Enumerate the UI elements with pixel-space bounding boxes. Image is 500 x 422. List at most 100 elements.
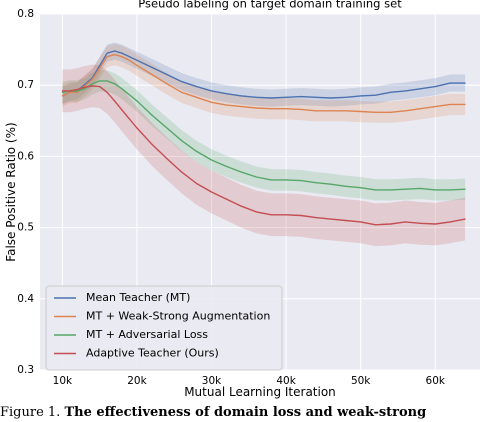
point-mt-weak-strong-augmentation <box>76 91 78 93</box>
line-chart: Pseudo labeling on target domain trainin… <box>4 0 480 399</box>
x-tick-labels: 10k 20k 30k 40k 50k 60k <box>53 375 446 387</box>
x-tick-label: 50k <box>351 375 371 387</box>
point-mt-weak-strong-augmentation <box>419 108 421 110</box>
point-mean-teacher-mt <box>240 95 242 97</box>
point-adaptive-teacher-ours <box>240 205 242 207</box>
point-mt-adversarial-loss <box>113 83 116 85</box>
point-mt-adversarial-loss <box>121 88 123 90</box>
point-mt-weak-strong-augmentation <box>240 105 242 108</box>
point-mean-teacher-mt <box>464 82 466 84</box>
y-tick-label: 0.6 <box>17 150 34 162</box>
point-mt-weak-strong-augmentation <box>91 78 93 81</box>
point-mt-weak-strong-augmentation <box>449 103 451 106</box>
point-adaptive-teacher-ours <box>210 191 213 193</box>
point-mt-weak-strong-augmentation <box>315 110 317 112</box>
point-adaptive-teacher-ours <box>374 224 377 226</box>
legend-label: Adaptive Teacher (Ours) <box>86 347 219 360</box>
point-mt-adversarial-loss <box>76 90 78 92</box>
point-adaptive-teacher-ours <box>270 214 272 216</box>
point-adaptive-teacher-ours <box>449 221 451 223</box>
point-adaptive-teacher-ours <box>300 214 302 217</box>
point-mt-adversarial-loss <box>99 80 101 82</box>
point-adaptive-teacher-ours <box>345 219 347 222</box>
point-mean-teacher-mt <box>345 96 347 98</box>
point-mean-teacher-mt <box>330 97 332 99</box>
point-adaptive-teacher-ours <box>464 218 466 220</box>
line-adaptive-teacher-ours <box>62 85 466 226</box>
point-mt-weak-strong-augmentation <box>330 110 332 112</box>
point-mt-adversarial-loss <box>84 88 86 90</box>
point-mt-weak-strong-augmentation <box>121 56 123 58</box>
point-adaptive-teacher-ours <box>76 88 78 91</box>
point-adaptive-teacher-ours <box>151 143 153 145</box>
point-adaptive-teacher-ours <box>389 223 392 225</box>
legend-label: MT + Weak-Strong Augmentation <box>86 310 270 323</box>
point-mt-weak-strong-augmentation <box>106 56 108 58</box>
point-mt-adversarial-loss <box>106 80 108 82</box>
point-mean-teacher-mt <box>113 50 116 52</box>
confidence-bands <box>62 42 466 247</box>
point-mean-teacher-mt <box>225 93 228 95</box>
point-adaptive-teacher-ours <box>434 223 436 225</box>
band-mt-weak-strong-augmentation <box>62 43 466 123</box>
point-mt-weak-strong-augmentation <box>136 64 138 66</box>
x-tick-label: 40k <box>276 375 296 387</box>
point-adaptive-teacher-ours <box>315 217 317 219</box>
point-adaptive-teacher-ours <box>404 221 407 223</box>
point-mt-adversarial-loss <box>225 165 228 167</box>
point-mean-teacher-mt <box>300 95 302 98</box>
point-mt-adversarial-loss <box>255 176 257 178</box>
point-mt-weak-strong-augmentation <box>374 111 377 113</box>
y-tick-label: 0.5 <box>17 222 34 234</box>
point-mt-adversarial-loss <box>240 171 242 173</box>
x-tick-label: 30k <box>202 375 222 387</box>
point-mt-weak-strong-augmentation <box>345 110 347 112</box>
band-mean-teacher-mt <box>62 42 466 107</box>
point-adaptive-teacher-ours <box>121 109 123 111</box>
point-mt-weak-strong-augmentation <box>434 105 436 108</box>
point-mt-weak-strong-augmentation <box>61 95 63 97</box>
point-mt-weak-strong-augmentation <box>196 96 198 98</box>
band-mt-adversarial-loss <box>62 70 466 201</box>
point-mean-teacher-mt <box>166 73 168 76</box>
x-tick-label: 60k <box>426 375 446 387</box>
point-mt-weak-strong-augmentation <box>464 103 466 106</box>
point-mt-adversarial-loss <box>136 100 138 102</box>
point-adaptive-teacher-ours <box>419 222 421 224</box>
point-mean-teacher-mt <box>210 90 213 92</box>
band-adaptive-teacher-ours <box>62 64 466 247</box>
point-mt-adversarial-loss <box>61 91 63 93</box>
y-axis-label: False Positive Ratio (%) <box>4 122 18 261</box>
point-adaptive-teacher-ours <box>91 85 93 87</box>
caption-bold-text: The effectiveness of domain loss and wea… <box>64 405 427 420</box>
point-mt-weak-strong-augmentation <box>69 91 71 93</box>
point-mean-teacher-mt <box>136 59 138 61</box>
y-tick-label: 0.4 <box>17 293 34 305</box>
x-tick-label: 20k <box>127 375 147 387</box>
point-mean-teacher-mt <box>449 82 451 84</box>
point-adaptive-teacher-ours <box>84 86 86 88</box>
point-mt-adversarial-loss <box>151 114 153 116</box>
point-mt-adversarial-loss <box>389 189 392 191</box>
point-mean-teacher-mt <box>434 86 436 88</box>
point-mt-weak-strong-augmentation <box>225 104 228 106</box>
point-mt-adversarial-loss <box>404 188 407 190</box>
x-axis-label: Mutual Learning Iteration <box>184 385 336 399</box>
point-adaptive-teacher-ours <box>285 214 287 216</box>
legend: Mean Teacher (MT) MT + Weak-Strong Augmen… <box>45 285 283 371</box>
point-mt-weak-strong-augmentation <box>166 83 168 85</box>
y-tick-label: 0.8 <box>17 8 34 20</box>
point-mt-weak-strong-augmentation <box>210 101 213 103</box>
point-mean-teacher-mt <box>389 91 392 93</box>
point-adaptive-teacher-ours <box>99 86 101 88</box>
point-mt-adversarial-loss <box>360 187 362 189</box>
chart-title: Pseudo labeling on target domain trainin… <box>138 0 402 11</box>
figure-caption: Figure 1. The effectiveness of domain lo… <box>0 405 500 422</box>
point-mt-weak-strong-augmentation <box>255 107 257 109</box>
point-mean-teacher-mt <box>374 94 377 96</box>
point-adaptive-teacher-ours <box>113 100 116 102</box>
point-mean-teacher-mt <box>270 97 272 99</box>
legend-label: Mean Teacher (MT) <box>86 291 190 304</box>
point-mean-teacher-mt <box>196 86 198 88</box>
point-adaptive-teacher-ours <box>196 182 198 185</box>
